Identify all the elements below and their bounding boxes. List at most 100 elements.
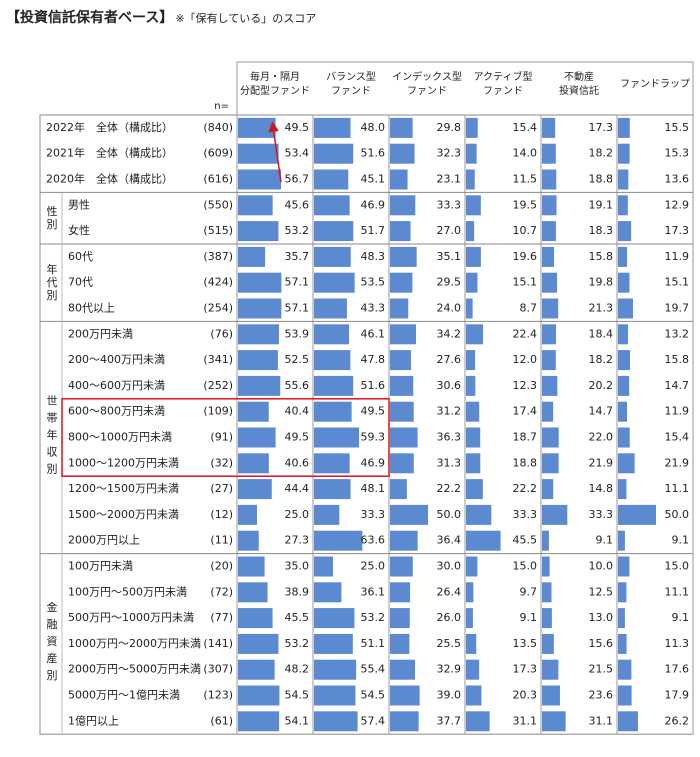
n-label: n= xyxy=(214,101,229,112)
cell-value: 17.3 xyxy=(513,663,538,676)
cell-value: 33.3 xyxy=(589,508,614,521)
cell-value: 22.2 xyxy=(437,482,462,495)
bar xyxy=(314,685,356,706)
cell-value: 12.3 xyxy=(513,379,538,392)
cell-value: 15.1 xyxy=(665,276,690,289)
cell-value: 20.2 xyxy=(589,379,614,392)
bar xyxy=(390,117,413,138)
cell-value: 54.5 xyxy=(285,689,310,702)
column-header: バランス型 xyxy=(326,70,376,83)
bar xyxy=(466,711,490,732)
cell-value: 45.5 xyxy=(285,611,310,624)
bar xyxy=(314,556,333,577)
column-header: 毎月・隔月 xyxy=(250,70,300,83)
row-n: (141) xyxy=(203,637,233,650)
row-label: 600～800万円未満 xyxy=(68,405,165,418)
cell-value: 17.9 xyxy=(665,689,690,702)
bar xyxy=(238,272,282,293)
row-n: (109) xyxy=(203,405,233,418)
bar xyxy=(542,350,556,371)
bar xyxy=(238,298,282,319)
bar xyxy=(466,117,478,138)
bar xyxy=(314,117,351,138)
cell-value: 17.4 xyxy=(513,405,538,418)
bar xyxy=(238,195,273,216)
cell-value: 26.2 xyxy=(665,714,690,727)
cell-value: 12.9 xyxy=(665,198,690,211)
row-label: 200万円未満 xyxy=(68,327,133,340)
cell-value: 37.7 xyxy=(437,714,462,727)
bar xyxy=(238,427,276,448)
cell-value: 43.3 xyxy=(361,302,386,315)
bar xyxy=(390,143,415,164)
cell-value: 13.5 xyxy=(513,637,538,650)
bar xyxy=(390,401,414,422)
cell-value: 30.0 xyxy=(437,560,462,573)
cell-value: 19.6 xyxy=(513,250,538,263)
row-label: 800～1000万円未満 xyxy=(68,431,172,444)
bar xyxy=(466,608,473,629)
bar xyxy=(618,556,630,577)
cell-value: 31.1 xyxy=(589,714,614,727)
cell-value: 51.6 xyxy=(361,379,386,392)
cell-value: 46.9 xyxy=(361,456,386,469)
bar xyxy=(314,582,342,603)
bar xyxy=(542,221,556,242)
bar xyxy=(542,582,552,603)
column-header: ファンドラップ xyxy=(620,78,690,90)
row-n: (20) xyxy=(210,560,233,573)
bar xyxy=(466,633,477,654)
row-label: 1200～1500万円未満 xyxy=(68,482,179,495)
row-n: (550) xyxy=(203,198,233,211)
bar xyxy=(314,375,354,396)
bar xyxy=(618,633,627,654)
bar xyxy=(238,711,280,732)
row-n: (307) xyxy=(203,663,233,676)
bar xyxy=(314,169,349,190)
cell-value: 29.5 xyxy=(437,276,462,289)
cell-value: 9.1 xyxy=(672,534,690,547)
bar xyxy=(466,350,476,371)
bar xyxy=(542,633,554,654)
bar xyxy=(238,143,279,164)
cell-value: 9.7 xyxy=(520,585,538,598)
cell-value: 48.2 xyxy=(285,663,310,676)
cell-value: 21.9 xyxy=(589,456,614,469)
bar xyxy=(466,504,492,525)
bar xyxy=(314,272,355,293)
cell-value: 35.7 xyxy=(285,250,310,263)
bar xyxy=(466,453,481,474)
group-label: 性別 xyxy=(45,204,58,231)
cell-value: 38.9 xyxy=(285,585,310,598)
row-n: (61) xyxy=(210,714,233,727)
bar xyxy=(466,685,482,706)
bar xyxy=(238,530,259,551)
highlight-box xyxy=(61,398,390,477)
column-header: インデックス型 xyxy=(392,70,462,83)
cell-value: 11.9 xyxy=(665,250,690,263)
row-label: 400～600万円未満 xyxy=(68,379,165,392)
bar xyxy=(466,324,484,345)
cell-value: 13.6 xyxy=(665,173,690,186)
cell-value: 57.1 xyxy=(285,302,310,315)
cell-value: 19.8 xyxy=(589,276,614,289)
cell-value: 21.5 xyxy=(589,663,614,676)
row-label: 男性 xyxy=(68,197,90,211)
cell-value: 11.1 xyxy=(665,585,690,598)
cell-value: 10.0 xyxy=(589,560,614,573)
cell-value: 15.4 xyxy=(513,121,538,134)
row-label: 2022年 全体（構成比） xyxy=(46,120,173,134)
cell-value: 9.1 xyxy=(520,611,538,624)
row-n: (12) xyxy=(210,508,233,521)
bar xyxy=(238,633,279,654)
row-label: 500万円～1000万円未満 xyxy=(68,611,194,624)
cell-value: 34.2 xyxy=(437,327,462,340)
cell-value: 51.7 xyxy=(361,224,386,237)
bar xyxy=(238,659,275,680)
row-label: 2000万円～5000万円未満 xyxy=(68,663,201,676)
cell-value: 11.1 xyxy=(665,482,690,495)
title: 【投資信託保有者ベース】 xyxy=(6,9,173,26)
bar xyxy=(542,246,555,267)
bar xyxy=(466,143,477,164)
note: ※「保有している」のスコア xyxy=(175,11,316,25)
